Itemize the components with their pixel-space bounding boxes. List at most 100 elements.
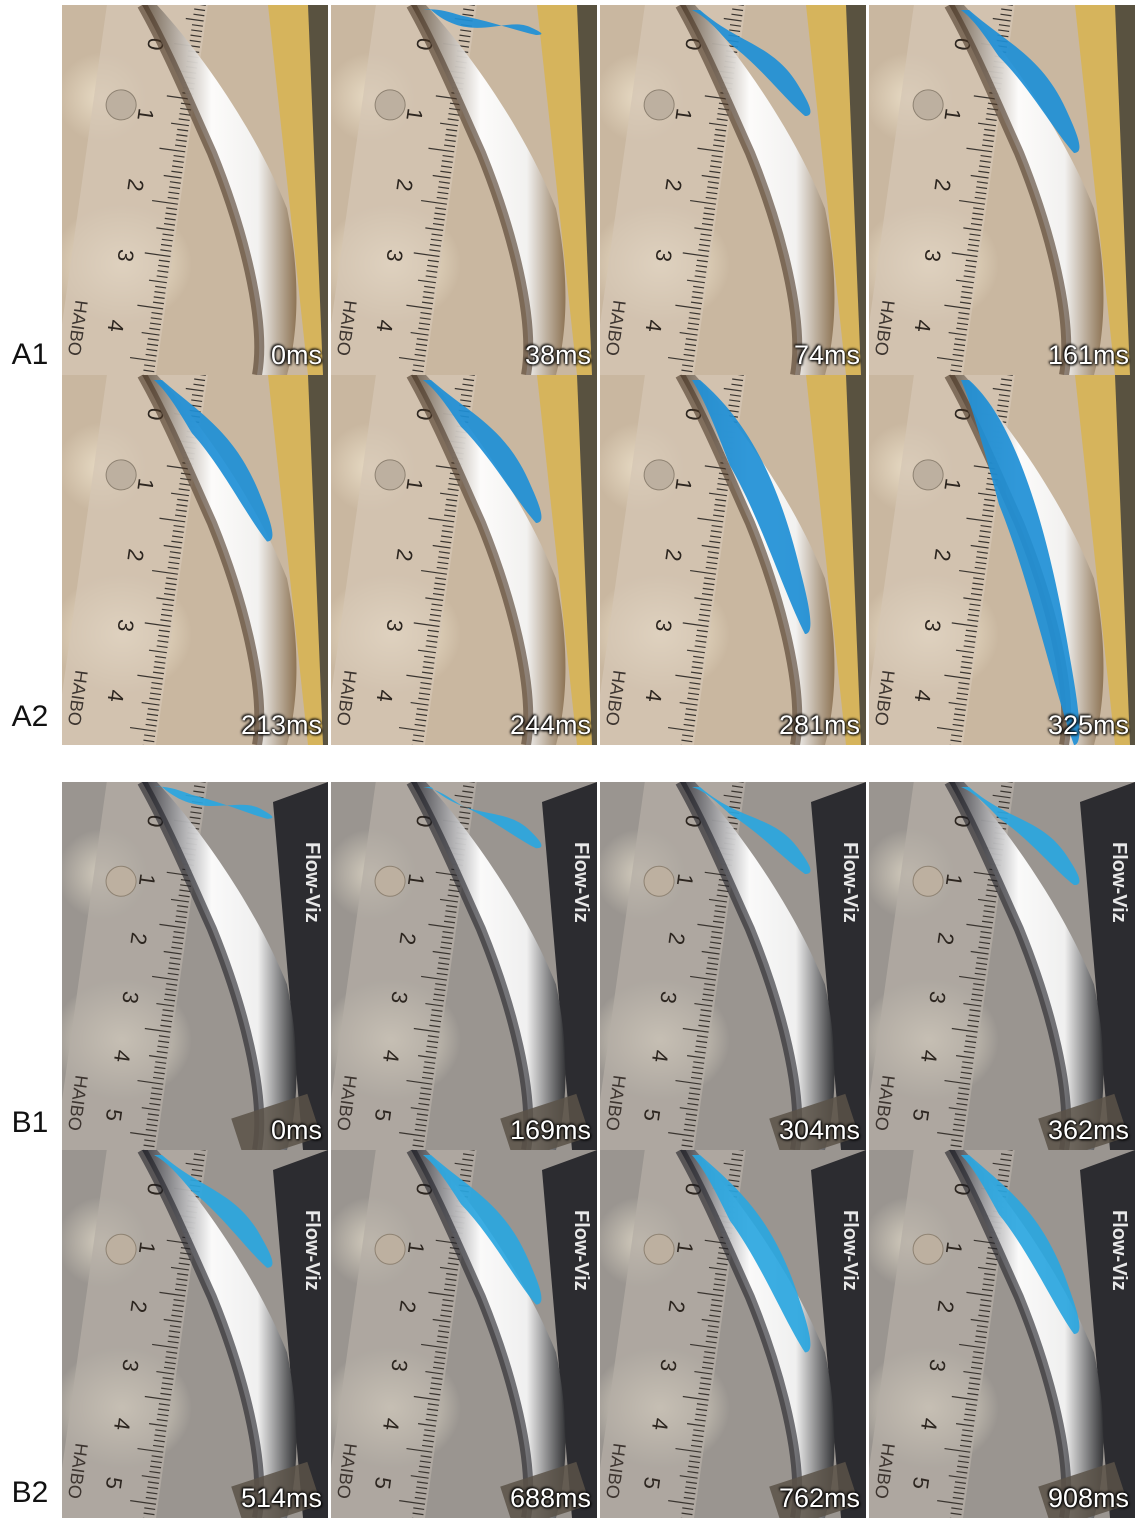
device-label: Flow-Viz xyxy=(301,1210,323,1291)
frame-photo: 0123456HAIBOFlow-Viz xyxy=(62,1150,328,1518)
timestamp-label: 304ms xyxy=(778,1115,860,1145)
ruler-number: 4 xyxy=(372,318,398,334)
device-label: Flow-Viz xyxy=(839,1210,861,1291)
ruler-number: 5 xyxy=(370,1107,396,1123)
timestamp-label: 244ms xyxy=(509,710,591,740)
ruler-number: 5 xyxy=(370,1475,396,1491)
video-frame: 012345HAIBO38ms xyxy=(331,5,597,375)
ruler-number: 4 xyxy=(641,688,667,704)
ruler-number: 3 xyxy=(112,248,138,264)
dye-front xyxy=(961,10,1080,153)
frame-photo: 0123456HAIBOFlow-Viz xyxy=(331,782,597,1150)
panel-b1: 0123456HAIBOFlow-Viz0ms0123456HAIBOFlow-… xyxy=(62,782,1140,1150)
timestamp-label: 38ms xyxy=(524,340,591,370)
ruler-number: 5 xyxy=(639,1475,665,1491)
video-frame: 012345HAIBO74ms xyxy=(600,5,866,375)
ruler-number: 4 xyxy=(109,1416,135,1432)
timestamp-label: 325ms xyxy=(1047,710,1129,740)
ruler-number: 2 xyxy=(929,547,955,563)
timestamp-label: 74ms xyxy=(793,340,860,370)
ruler-number: 3 xyxy=(655,990,681,1006)
ruler-number: 1 xyxy=(403,872,429,888)
dye-front xyxy=(961,787,1080,886)
ruler-number: 2 xyxy=(660,177,686,193)
ruler-number: 1 xyxy=(134,872,160,888)
timestamp-label: 688ms xyxy=(509,1483,591,1513)
dye-front xyxy=(961,1155,1080,1334)
ruler-number: 1 xyxy=(939,107,965,123)
ruler-number: 3 xyxy=(924,1358,950,1374)
ruler-number: 4 xyxy=(109,1048,135,1064)
ruler-number: 2 xyxy=(664,1299,690,1315)
ruler-number: 5 xyxy=(908,1107,934,1123)
ruler-number: 2 xyxy=(126,1299,152,1315)
ruler-number: 3 xyxy=(386,990,412,1006)
device-label: Flow-Viz xyxy=(570,1210,592,1291)
video-frame: 012345HAIBO244ms xyxy=(331,375,597,745)
ruler-number: 3 xyxy=(919,618,945,634)
ruler-number: 5 xyxy=(639,1107,665,1123)
ruler-number: 2 xyxy=(126,931,152,947)
ruler-number: 3 xyxy=(381,248,407,264)
ruler-number: 2 xyxy=(664,931,690,947)
ruler-number: 1 xyxy=(672,1240,698,1256)
dye-front xyxy=(423,787,542,849)
panel-b2: 0123456HAIBOFlow-Viz514ms0123456HAIBOFlo… xyxy=(62,1150,1140,1518)
ruler-number: 4 xyxy=(372,688,398,704)
ruler-number: 3 xyxy=(381,618,407,634)
ruler-number: 2 xyxy=(122,547,148,563)
video-frame: 012345HAIBO161ms xyxy=(869,5,1135,375)
timestamp-label: 0ms xyxy=(270,340,322,370)
ruler-number: 3 xyxy=(919,248,945,264)
panel-a1: 012345HAIBO0ms012345HAIBO38ms012345HAIBO… xyxy=(62,5,1140,375)
ruler-number: 1 xyxy=(670,477,696,493)
ruler-number: 2 xyxy=(395,931,421,947)
ruler-number: 2 xyxy=(933,931,959,947)
dye-front xyxy=(961,380,1080,745)
ruler-number: 3 xyxy=(117,1358,143,1374)
ruler-number: 4 xyxy=(910,688,936,704)
panel-label-b1: B1 xyxy=(11,1106,49,1139)
ruler-number: 4 xyxy=(916,1048,942,1064)
ruler-number: 5 xyxy=(908,1475,934,1491)
device-label: Flow-Viz xyxy=(839,842,861,923)
timestamp-label: 362ms xyxy=(1047,1115,1129,1145)
ruler-number: 3 xyxy=(117,990,143,1006)
ruler-number: 1 xyxy=(941,872,967,888)
ruler-number: 1 xyxy=(134,1240,160,1256)
ruler-number: 2 xyxy=(391,177,417,193)
ruler-number: 1 xyxy=(403,1240,429,1256)
ruler-number: 3 xyxy=(386,1358,412,1374)
ruler-number: 1 xyxy=(672,872,698,888)
dye-front xyxy=(154,380,273,542)
ruler-number: 2 xyxy=(395,1299,421,1315)
timestamp-label: 514ms xyxy=(240,1483,322,1513)
ruler-number: 2 xyxy=(122,177,148,193)
panel-a2: 012345HAIBO213ms012345HAIBO244ms012345HA… xyxy=(62,375,1140,745)
ruler-number: 5 xyxy=(101,1475,127,1491)
ruler-number: 4 xyxy=(641,318,667,334)
ruler-number: 4 xyxy=(378,1416,404,1432)
dye-front xyxy=(692,380,811,634)
dye-front xyxy=(423,9,542,35)
ruler-number: 4 xyxy=(910,318,936,334)
ruler-number: 1 xyxy=(132,107,158,123)
ruler-number: 1 xyxy=(670,107,696,123)
dye-front xyxy=(423,380,542,523)
video-frame: 012345HAIBO281ms xyxy=(600,375,866,745)
panel-label-a1: A1 xyxy=(11,338,49,371)
ruler-number: 1 xyxy=(401,477,427,493)
frame-photo: 0123456HAIBOFlow-Viz xyxy=(331,1150,597,1518)
